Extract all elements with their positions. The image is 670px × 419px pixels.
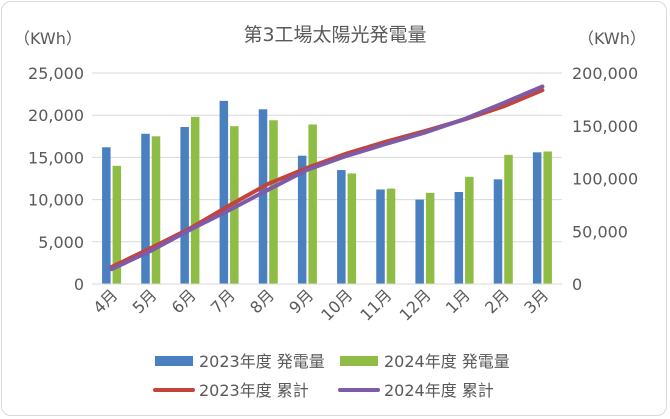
legend-label: 2023年度 発電量 <box>199 352 325 371</box>
legend-label: 2023年度 累計 <box>199 381 309 400</box>
bar-2024-2月 <box>504 154 513 284</box>
bar-2023-10月 <box>337 170 346 284</box>
bar-2023-7月 <box>219 100 229 285</box>
x-tick-label: 4月 <box>89 285 121 317</box>
bars <box>102 100 552 285</box>
x-tick-label: 7月 <box>207 285 239 317</box>
x-axis-ticks: 4月 5月 6月 7月 8月 9月 10月 11月 12月 1月 2月 3月 <box>89 285 552 324</box>
chart-title: 第3工場太陽光発電量 <box>243 24 426 46</box>
x-tick-label: 3月 <box>520 285 552 317</box>
x-tick-label: 11月 <box>356 285 395 324</box>
bar-2024-10月 <box>347 173 357 284</box>
bar-2024-11月 <box>386 188 396 284</box>
right-tick-label: 100,000 <box>572 170 638 189</box>
x-tick-label: 5月 <box>129 285 161 317</box>
x-tick-label: 8月 <box>246 285 278 317</box>
bar-2023-3月 <box>532 152 542 284</box>
bar-2024-6月 <box>190 116 200 284</box>
left-tick-label: 0 <box>74 275 84 294</box>
bar-2024-9月 <box>308 124 317 284</box>
legend: 2023年度 発電量 2024年度 発電量 2023年度 累計 2024年度 累計 <box>153 352 510 400</box>
x-tick-label: 12月 <box>396 285 435 324</box>
bar-2024-8月 <box>269 120 278 284</box>
left-tick-label: 10,000 <box>28 191 84 210</box>
bar-2023-11月 <box>376 189 385 284</box>
bar-2023-2月 <box>493 179 503 284</box>
right-tick-label: 50,000 <box>572 222 628 241</box>
bar-2023-8月 <box>258 109 268 285</box>
bar-2024-7月 <box>230 126 239 284</box>
left-tick-label: 15,000 <box>28 148 84 167</box>
bar-2023-6月 <box>180 127 189 285</box>
lines <box>109 84 545 272</box>
right-tick-label: 150,000 <box>572 117 638 136</box>
bar-2024-1月 <box>465 176 474 284</box>
left-tick-label: 25,000 <box>28 64 84 83</box>
bar-2024-3月 <box>543 151 552 284</box>
bar-2023-4月 <box>102 147 111 284</box>
x-tick-label: 2月 <box>481 285 513 317</box>
left-tick-label: 5,000 <box>38 233 84 252</box>
bar-2024-12月 <box>425 192 435 284</box>
right-tick-label: 200,000 <box>572 64 638 83</box>
legend-label: 2024年度 累計 <box>384 381 494 400</box>
bar-2023-5月 <box>141 133 150 284</box>
bar-2024-4月 <box>112 165 122 284</box>
right-axis-ticks: 0 50,000 100,000 150,000 200,000 <box>572 64 638 294</box>
x-tick-label: 6月 <box>168 285 200 317</box>
x-tick-label: 9月 <box>285 285 317 317</box>
left-axis-ticks: 0 5,000 10,000 15,000 20,000 25,000 <box>28 64 84 294</box>
line-2024-cumulative <box>109 84 545 272</box>
left-axis-unit: （KWh） <box>14 29 82 48</box>
left-tick-label: 20,000 <box>28 106 84 125</box>
right-axis-unit: （KWh） <box>578 29 646 48</box>
bar-2023-9月 <box>297 155 307 284</box>
x-tick-label: 1月 <box>442 285 474 317</box>
bar-2023-12月 <box>415 199 424 284</box>
legend-swatch <box>340 356 378 366</box>
line-2023-cumulative <box>109 88 545 269</box>
bar-2024-5月 <box>151 136 161 284</box>
x-tick-label: 10月 <box>317 285 356 324</box>
right-tick-label: 0 <box>572 275 582 294</box>
bar-2023-1月 <box>454 192 464 284</box>
legend-label: 2024年度 発電量 <box>384 352 510 371</box>
legend-swatch <box>155 356 193 366</box>
gridlines <box>92 72 562 243</box>
